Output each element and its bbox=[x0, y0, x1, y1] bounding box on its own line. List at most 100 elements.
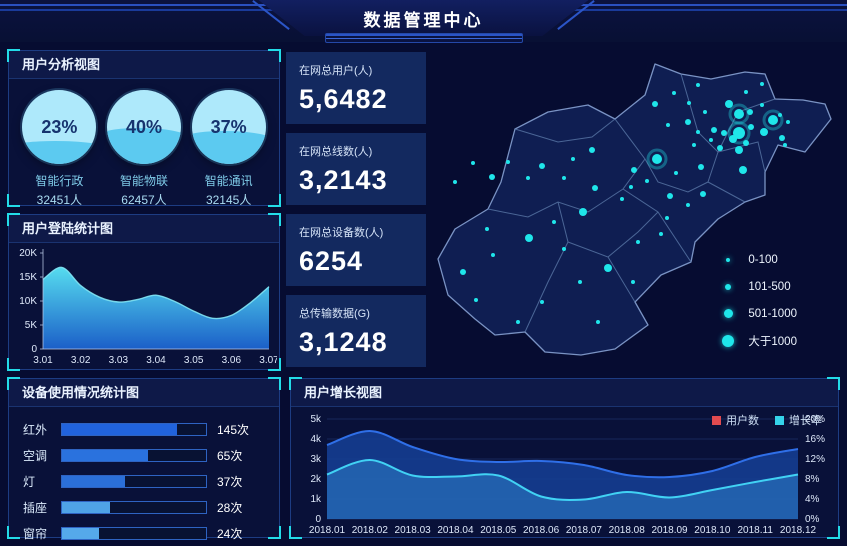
x-axis-tick: 3.04 bbox=[146, 355, 166, 366]
map-dot bbox=[562, 176, 566, 180]
map-dot bbox=[578, 280, 582, 284]
map-dot-halo bbox=[646, 148, 668, 170]
left-axis-tick: 3k bbox=[310, 454, 322, 465]
map-dot bbox=[589, 147, 595, 153]
map-legend-dot-box bbox=[720, 257, 736, 262]
gauge-percent-value: 23% bbox=[41, 116, 78, 137]
device-bar-row: 窗帘 24次 bbox=[23, 522, 265, 544]
corner-bracket-icon bbox=[7, 213, 20, 226]
device-bar-fill bbox=[62, 527, 100, 539]
device-bar-fill bbox=[62, 423, 178, 435]
device-bar-label: 空调 bbox=[23, 448, 48, 463]
gauge-circle: 23% bbox=[22, 90, 97, 164]
device-bar-value: 28次 bbox=[217, 500, 243, 515]
left-axis-tick: 0 bbox=[315, 514, 321, 525]
map-dot bbox=[768, 115, 778, 125]
map-dot bbox=[631, 167, 637, 173]
liquid-gauge: 37% 智能通讯 32145人 bbox=[187, 90, 271, 208]
corner-bracket-icon bbox=[268, 213, 281, 226]
map-dot bbox=[540, 300, 544, 304]
map-dot bbox=[725, 100, 733, 108]
map-dot bbox=[631, 280, 635, 284]
corner-bracket-icon bbox=[268, 358, 281, 371]
x-axis-tick: 2018.06 bbox=[523, 525, 560, 536]
map-dot bbox=[579, 208, 587, 216]
panel-user-growth: 用户增长视图 用户数 增长率 0 1k 2k 3k 4k 5k 0% 4% 8% 12% 16% 20%… bbox=[289, 377, 840, 539]
map-dot bbox=[596, 320, 600, 324]
map-dot bbox=[460, 269, 466, 275]
x-axis-tick: 2018.08 bbox=[609, 525, 646, 536]
header-left-lines bbox=[0, 4, 292, 12]
right-axis-tick: 4% bbox=[805, 494, 820, 505]
gauge-count: 62457人 bbox=[121, 193, 167, 207]
map-dot bbox=[703, 110, 707, 114]
growth-legend-swatch-icon bbox=[712, 415, 721, 425]
y-axis-tick: 15K bbox=[19, 272, 37, 283]
x-axis-tick: 2018.02 bbox=[352, 525, 389, 536]
stat-cards: 在网总用户(人) 5,6482 在网总线数(人) 3,2143 在网总设备数(人) 625… bbox=[286, 52, 426, 376]
header-pedestal-decoration bbox=[324, 33, 523, 43]
map-data-dots bbox=[453, 82, 790, 324]
map-svg bbox=[437, 63, 832, 356]
map-dot bbox=[667, 193, 673, 199]
gauge-label: 智能物联 bbox=[119, 174, 168, 188]
x-axis-tick: 2018.01 bbox=[309, 525, 346, 536]
map-legend-dot-icon bbox=[722, 334, 735, 347]
y-axis-tick: 20K bbox=[19, 248, 37, 259]
map-dot bbox=[674, 171, 678, 175]
map-legend-label: 0-100 bbox=[748, 253, 778, 266]
corner-bracket-icon bbox=[7, 194, 20, 207]
device-bar-track bbox=[61, 474, 207, 488]
x-axis-tick: 2018.11 bbox=[737, 525, 773, 536]
device-bar-row: 空调 65次 bbox=[23, 444, 265, 466]
map-dot bbox=[491, 253, 495, 257]
left-axis-tick: 2k bbox=[310, 474, 322, 485]
growth-legend-label: 用户数 bbox=[726, 415, 759, 427]
device-bar-label: 灯 bbox=[23, 474, 36, 489]
corner-bracket-icon bbox=[827, 526, 840, 539]
map-legend-row: 大于1000 bbox=[720, 327, 797, 354]
map-dot bbox=[526, 176, 530, 180]
corner-bracket-icon bbox=[289, 377, 302, 390]
map-dot bbox=[571, 157, 575, 161]
growth-line bbox=[326, 458, 799, 501]
x-axis-tick: 3.07 bbox=[259, 355, 277, 366]
x-axis-tick: 3.01 bbox=[33, 355, 53, 366]
map-dot bbox=[721, 130, 727, 136]
map-dot bbox=[489, 174, 495, 180]
login-area-chart: 0 5K 10K 15K 20K 3.01 3.02 3.03 3.04 3.05 3.06 3.07 bbox=[19, 248, 279, 366]
stat-card-label: 在网总用户(人) bbox=[299, 65, 373, 77]
map-dot bbox=[652, 101, 658, 107]
device-bar-fill bbox=[62, 475, 126, 487]
gauge-count: 32451人 bbox=[36, 193, 83, 207]
device-bar-list: 红外 145次 空调 65次灯 37次 插座 28次 窗帘 24次 bbox=[9, 407, 279, 544]
corner-bracket-icon bbox=[827, 377, 840, 390]
device-bar-value: 24次 bbox=[217, 526, 243, 541]
map-legend-dot-icon bbox=[725, 283, 732, 290]
map-dot bbox=[786, 120, 790, 124]
stat-card-value: 5,6482 bbox=[299, 84, 388, 114]
map-dot bbox=[506, 160, 510, 164]
map-dot bbox=[709, 138, 713, 142]
map-legend-row: 101-500 bbox=[720, 273, 797, 300]
gauge-row: 23% 智能行政 32451人 40% 智能物联 62457人 37% 智能通讯 32145人 bbox=[9, 79, 279, 208]
corner-bracket-icon bbox=[268, 194, 281, 207]
map-dot bbox=[562, 247, 566, 251]
device-bar-track bbox=[61, 422, 207, 436]
x-axis-tick: 2018.03 bbox=[395, 525, 432, 536]
gauge-circle: 37% bbox=[191, 90, 266, 164]
map-dot bbox=[698, 164, 704, 170]
map-dot bbox=[760, 82, 764, 86]
x-axis-tick: 3.03 bbox=[109, 355, 129, 366]
map-dot bbox=[692, 143, 696, 147]
growth-legend-item: 用户数 bbox=[712, 412, 759, 428]
map-dot bbox=[734, 109, 744, 119]
x-axis-tick: 2018.07 bbox=[566, 525, 603, 536]
stat-card-label: 总传输数据(G) bbox=[299, 308, 370, 320]
x-axis-tick: 2018.04 bbox=[437, 525, 474, 536]
map-dot bbox=[485, 227, 489, 231]
device-bar-track bbox=[61, 526, 207, 540]
panel-title-device-usage: 设备使用情况统计图 bbox=[9, 379, 279, 407]
growth-legend-item: 增长率 bbox=[775, 412, 822, 428]
panel-title-user-analysis: 用户分析视图 bbox=[9, 51, 279, 79]
